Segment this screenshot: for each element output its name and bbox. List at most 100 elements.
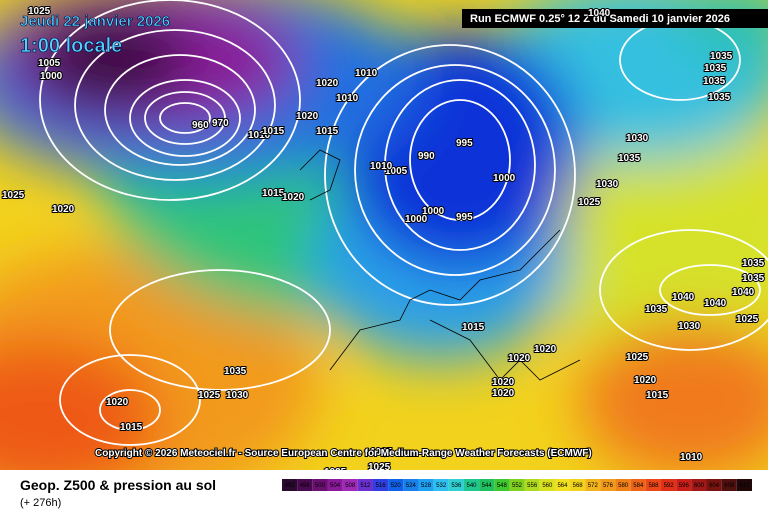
isobar-label: 1010	[680, 452, 703, 463]
time: 1:00 locale	[20, 35, 122, 57]
isobar-label: 1010	[336, 93, 359, 104]
colorbar-label: 508	[345, 483, 356, 489]
isobar-label: 1035	[742, 273, 765, 284]
colorbar-label: 504	[330, 483, 341, 489]
colorbar: 492 496 500 504 508 512 516 520 524 528 532 536 540 5…	[282, 479, 752, 491]
colorbar-label: 564	[557, 483, 568, 489]
isobar-label: 1025	[626, 352, 649, 363]
colorbar-label: 492	[285, 483, 296, 489]
date: Jeudi 22 janvier 2026	[20, 13, 170, 30]
footer-title: Geop. Z500 & pression au sol	[20, 477, 216, 493]
isobar-label: 1020	[492, 388, 515, 399]
isobar-label: 1015	[462, 322, 485, 333]
colorbar-label: 612	[739, 483, 750, 489]
isobar-label: 970	[212, 118, 229, 129]
colorbar-label: 572	[588, 483, 599, 489]
isobar-label: 1025	[736, 314, 759, 325]
isobar-label: 1030	[226, 390, 249, 401]
isobar-label: 1040	[732, 287, 755, 298]
isobar-label: 1010	[355, 68, 378, 79]
isobar-label: 1035	[224, 366, 247, 377]
colorbar-swatch	[433, 479, 449, 491]
colorbar-swatch	[312, 479, 328, 491]
isobar-label: 1020	[534, 344, 557, 355]
colorbar-label: 556	[527, 483, 538, 489]
isobar-label: 1030	[626, 133, 649, 144]
lead-time: (+ 276h)	[20, 497, 61, 509]
isobar-label: 1020	[492, 377, 515, 388]
colorbar-swatch	[282, 479, 298, 491]
colorbar-label: 536	[451, 483, 462, 489]
isobar-label: 1035	[704, 63, 727, 74]
isobar-label: 1000	[493, 173, 516, 184]
isobar-label: 1035	[703, 76, 726, 87]
isobar-label: 1035	[742, 258, 765, 269]
colorbar-label: 568	[573, 483, 584, 489]
colorbar-swatch	[509, 479, 525, 491]
isobar-label: 1025	[198, 390, 221, 401]
colorbar-swatch	[448, 479, 464, 491]
colorbar-label: 596	[679, 483, 690, 489]
isobar-label: 1015	[316, 126, 339, 137]
colorbar-swatch	[645, 479, 662, 491]
isobar-label: 1005	[38, 58, 61, 69]
copyright: Copyright © 2026 Meteociel.fr - Source E…	[95, 448, 592, 459]
isobar-label: 990	[418, 151, 435, 162]
colorbar-swatch	[615, 479, 631, 491]
isobar-label: 1015	[262, 188, 285, 199]
colorbar-label: 580	[618, 483, 629, 489]
colorbar-label: 520	[391, 483, 402, 489]
colorbar-swatch	[418, 479, 434, 491]
colorbar-label: 552	[512, 483, 523, 489]
colorbar-label: 496	[300, 483, 311, 489]
colorbar-swatch	[403, 479, 419, 491]
colorbar-swatch	[524, 479, 540, 491]
isobar-label: 1010	[370, 161, 393, 172]
colorbar-swatch	[570, 479, 586, 491]
colorbar-swatch	[661, 479, 677, 491]
run-info: Run ECMWF 0.25° 12 Z du Samedi 10 janvie…	[470, 13, 730, 25]
isobar-label: 1035	[618, 153, 641, 164]
colorbar-label: 584	[633, 483, 644, 489]
colorbar-label: 528	[421, 483, 432, 489]
colorbar-label: 500	[315, 483, 326, 489]
colorbar-label: 592	[664, 483, 675, 489]
colorbar-label: 608	[724, 483, 735, 489]
isobar-label: 1035	[710, 51, 733, 62]
colorbar-swatch	[736, 479, 752, 491]
isobar-label: 1000	[405, 214, 428, 225]
colorbar-swatch	[297, 479, 313, 491]
colorbar-label: 560	[542, 483, 553, 489]
colorbar-label: 532	[436, 483, 447, 489]
isobar-label: 1040	[588, 8, 611, 19]
colorbar-swatch	[463, 479, 480, 491]
colorbar-swatch	[585, 479, 601, 491]
colorbar-label: 600	[694, 483, 705, 489]
colorbar-swatch	[388, 479, 404, 491]
isobar-label: 960	[192, 120, 209, 131]
colorbar-swatch	[357, 479, 373, 491]
colorbar-label: 548	[497, 483, 508, 489]
isobar-label: 1020	[634, 375, 657, 386]
colorbar-label: 604	[709, 483, 720, 489]
colorbar-swatch	[539, 479, 555, 491]
colorbar-swatch	[691, 479, 707, 491]
isobar-label: 1025	[28, 6, 51, 17]
colorbar-swatch	[630, 479, 646, 491]
isobar-label: 1030	[678, 321, 701, 332]
colorbar-swatch	[600, 479, 616, 491]
colorbar-label: 588	[648, 483, 659, 489]
colorbar-label: 524	[406, 483, 417, 489]
isobar-label: 995	[456, 138, 473, 149]
isobar-label: 1030	[596, 179, 619, 190]
isobar-label: 1020	[106, 397, 129, 408]
colorbar-swatch	[327, 479, 343, 491]
isobar-label: 1010	[248, 130, 271, 141]
isobar-label: 1025	[2, 190, 25, 201]
colorbar-label: 544	[482, 483, 493, 489]
isobar-label: 1015	[262, 126, 285, 137]
isobar-label: 1020	[52, 204, 75, 215]
